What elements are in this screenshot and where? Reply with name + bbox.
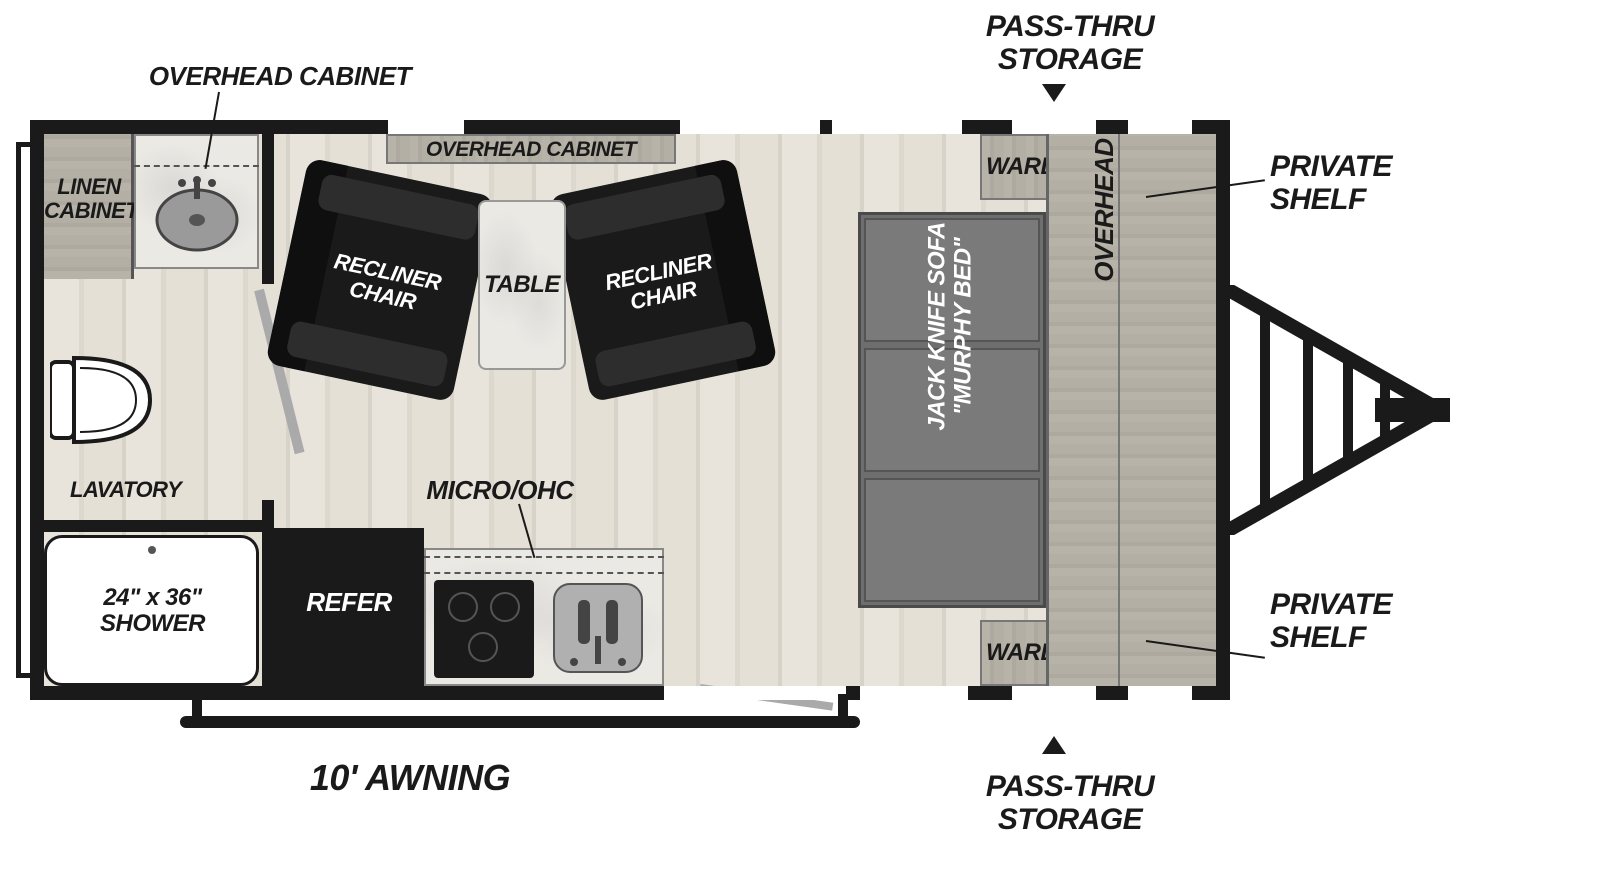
micro-ohc-label: MICRO/OHC <box>400 476 600 505</box>
passthru-top-arrow-icon <box>1042 84 1066 102</box>
window-top-2 <box>680 120 820 134</box>
sink-icon <box>150 175 245 260</box>
awning-bar <box>180 716 860 728</box>
awning-label: 10' AWNING <box>260 758 560 798</box>
window-top-5 <box>1128 120 1192 134</box>
murphy-bed-label: JACK KNIFE SOFA"MURPHY BED" <box>925 211 978 441</box>
awning-post-2 <box>838 694 848 722</box>
window-bot-4 <box>1128 686 1192 700</box>
shower-wall <box>44 520 272 532</box>
private-shelf-panel <box>1118 134 1216 686</box>
passthru-top-label: PASS-THRUSTORAGE <box>960 10 1180 76</box>
linen-cabinet-label: LINENCABINET <box>44 175 134 223</box>
lavatory-label: LAVATORY <box>70 478 230 502</box>
stove-burner-1 <box>448 592 478 622</box>
passthru-bottom-label: PASS-THRUSTORAGE <box>960 770 1180 836</box>
vanity-backsplash <box>134 165 259 167</box>
bath-wall2 <box>262 500 274 686</box>
murphy-cushion-3 <box>864 478 1040 602</box>
stove <box>434 580 534 678</box>
private-shelf-top-label: PRIVATESHELF <box>1270 150 1440 216</box>
passthru-bottom-arrow-icon <box>1042 736 1066 754</box>
ohc-callout-label: OVERHEAD CABINET <box>140 62 420 91</box>
window-bot-2 <box>860 686 968 700</box>
window-bot-3 <box>1012 686 1096 700</box>
rear-cap <box>16 142 30 678</box>
ohc-top-label: OVERHEAD CABINET <box>386 138 676 161</box>
shower-drain-icon <box>148 546 156 554</box>
shower-label: 24" x 36"SHOWER <box>55 585 250 638</box>
window-bot-1 <box>664 686 846 700</box>
bath-wall <box>262 134 274 284</box>
kitchen-sink-icon <box>548 578 648 678</box>
window-top-4 <box>1012 120 1096 134</box>
counter-ohc-line <box>424 556 664 558</box>
private-shelf-bottom-label: PRIVATESHELF <box>1270 588 1440 654</box>
toilet-icon <box>50 350 160 450</box>
window-top-1 <box>388 120 464 134</box>
window-top-3 <box>832 120 962 134</box>
table-label: TABLE <box>472 272 572 298</box>
awning-post-1 <box>192 694 202 722</box>
counter-ohc-line2 <box>424 572 664 574</box>
hitch-icon <box>1220 285 1450 535</box>
stove-burner-3 <box>468 632 498 662</box>
stove-burner-2 <box>490 592 520 622</box>
refer-label: REFER <box>274 588 424 617</box>
